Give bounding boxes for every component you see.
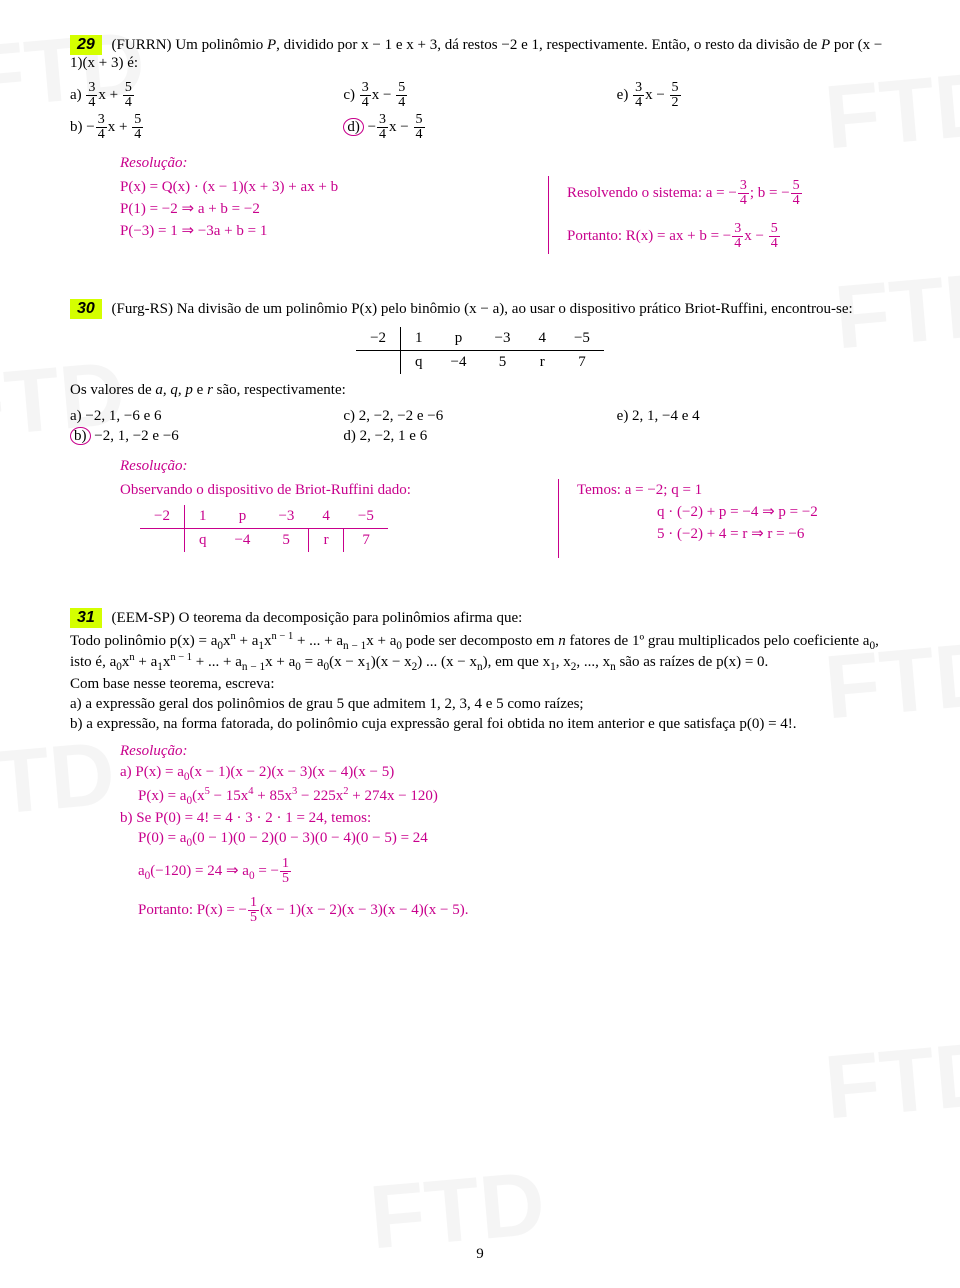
question-text: O teorema da decomposição para polinômio… <box>179 610 523 626</box>
option-a: a) 34x + 54 <box>70 81 343 110</box>
solution-body: Observando o dispositivo de Briot-Ruffin… <box>120 479 890 558</box>
page-number: 9 <box>0 1246 960 1263</box>
solution-label: Resolução: <box>120 458 890 475</box>
options-row: a) −2, 1, −6 e 6 b) −2, 1, −2 e −6 c) 2,… <box>70 405 890 448</box>
option-d: d) 2, −2, 1 e 6 <box>343 428 616 445</box>
solution-label: Resolução: <box>120 743 890 760</box>
solution-line: a0(−120) = 24 ⇒ a0 = −15 <box>138 857 890 886</box>
question-30: 30 (Furg-RS) Na divisão de um polinômio … <box>70 299 890 558</box>
solution-body: a) P(x) = a0(x − 1)(x − 2)(x − 3)(x − 4)… <box>120 764 890 925</box>
solution-line: q · (−2) + p = −4 ⇒ p = −2 <box>657 502 890 521</box>
solution-line: Portanto: P(x) = −15(x − 1)(x − 2)(x − 3… <box>138 896 890 925</box>
watermark: FTD <box>821 1023 960 1141</box>
options-row: a) 34x + 54 b) −34x + 54 c) 34x − 54 d) … <box>70 78 890 145</box>
solution-line: b) Se P(0) = 4! = 4 · 3 · 2 · 1 = 24, te… <box>120 810 890 827</box>
option-b: b) −34x + 54 <box>70 113 343 142</box>
item-b: b) a expressão, na forma fatorada, do po… <box>70 716 890 733</box>
question-29: 29 (FURRN) Um polinômio P, dividido por … <box>70 35 890 254</box>
option-a: a) −2, 1, −6 e 6 <box>70 408 343 425</box>
question-text: Na divisão de um polinômio P(x) pelo bin… <box>177 301 853 317</box>
ruffini-table: −2 1 p −3 4 −5 q −4 5 r 7 <box>356 327 604 374</box>
ruffini-solution-table: −2 1 p −3 4 −5 q −4 5 r 7 <box>140 505 388 552</box>
option-c: c) 2, −2, −2 e −6 <box>343 408 616 425</box>
solution-label: Resolução: <box>120 155 890 172</box>
solution-line: P(x) = Q(x) · (x − 1)(x + 3) + ax + b <box>120 179 530 196</box>
options-prompt: Os valores de a, q, p e r são, respectiv… <box>70 382 890 399</box>
question-number: 30 <box>70 299 102 319</box>
question-body: Todo polinômio p(x) = a0xn + a1xn − 1 + … <box>70 631 890 733</box>
solution-line: a) P(x) = a0(x − 1)(x − 2)(x − 3)(x − 4)… <box>120 764 890 783</box>
option-e: e) 2, 1, −4 e 4 <box>617 408 890 425</box>
option-d: d) −34x − 54 <box>343 113 616 142</box>
solution-line: P(x) = a0(x5 − 15x4 + 85x3 − 225x2 + 274… <box>138 786 890 807</box>
solution-line: P(1) = −2 ⇒ a + b = −2 <box>120 199 530 218</box>
option-c: c) 34x − 54 <box>343 81 616 110</box>
question-source: (EEM-SP) <box>112 610 175 626</box>
solution-line: Observando o dispositivo de Briot-Ruffin… <box>120 482 540 499</box>
solution-line: 5 · (−2) + 4 = r ⇒ r = −6 <box>657 524 890 543</box>
solution-line: Resolvendo o sistema: a = −34; b = −54 <box>567 179 890 208</box>
question-source: (FURRN) <box>112 37 172 53</box>
question-31: 31 (EEM-SP) O teorema da decomposição pa… <box>70 608 890 925</box>
question-text: Um polinômio P, dividido por x − 1 e x +… <box>70 37 882 71</box>
solution-line: Temos: a = −2; q = 1 <box>577 482 890 499</box>
question-number: 31 <box>70 608 102 628</box>
solution-line: P(−3) = 1 ⇒ −3a + b = 1 <box>120 221 530 240</box>
question-source: (Furg-RS) <box>112 301 173 317</box>
solution-line: P(0) = a0(0 − 1)(0 − 2)(0 − 3)(0 − 4)(0 … <box>138 830 890 849</box>
solution-body: P(x) = Q(x) · (x − 1)(x + 3) + ax + b P(… <box>120 176 890 254</box>
body-line: Todo polinômio p(x) = a0xn + a1xn − 1 + … <box>70 631 890 673</box>
item-a: a) a expressão geral dos polinômios de g… <box>70 696 890 713</box>
solution-line: Portanto: R(x) = ax + b = −34x − 54 <box>567 222 890 251</box>
option-b: b) −2, 1, −2 e −6 <box>70 428 343 445</box>
question-number: 29 <box>70 35 102 55</box>
body-line: Com base nesse teorema, escreva: <box>70 676 890 693</box>
option-e: e) 34x − 52 <box>617 81 890 110</box>
